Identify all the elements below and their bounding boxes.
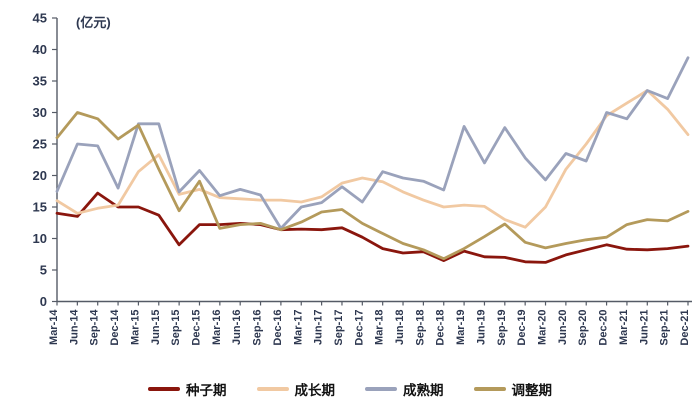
y-tick-label: 20: [33, 168, 47, 183]
legend-swatch: [473, 387, 506, 391]
legend-label: 种子期: [186, 383, 227, 398]
x-tick-label: Sep-14: [89, 309, 101, 346]
x-tick-label: Sep-16: [252, 310, 264, 346]
unit-label: (亿元): [76, 15, 111, 30]
x-tick-label: Sep-15: [170, 310, 182, 346]
x-tick-label: Sep-17: [333, 310, 345, 346]
x-tick-label: Dec-20: [598, 310, 610, 346]
x-tick-label: Jun-15: [150, 310, 162, 345]
x-tick-label: Mar-16: [211, 310, 223, 345]
y-tick-label: 30: [33, 105, 47, 120]
legend-label: 调整期: [511, 383, 553, 398]
x-tick-label: Dec-16: [272, 310, 284, 346]
x-tick-label: Dec-17: [353, 310, 365, 346]
y-tick-label: 15: [33, 200, 47, 215]
series-line-种子期: [55, 191, 690, 264]
x-tick-label: Jun-16: [231, 310, 243, 345]
legend-swatch: [256, 387, 289, 391]
x-tick-label: Dec-18: [435, 310, 447, 346]
y-tick-label: 25: [33, 137, 47, 152]
y-tick-label: 40: [33, 42, 47, 57]
x-axis: Mar-14 Jun-14 Sep-14 Dec-14 Mar-15 Jun-15 Sep-…: [48, 300, 692, 346]
legend-label: 成熟期: [403, 383, 444, 398]
series-lines: [55, 56, 690, 264]
y-tick-label: 5: [40, 263, 47, 278]
x-tick-label: Dec-15: [190, 310, 202, 346]
x-tick-label: Mar-14: [48, 309, 60, 345]
x-tick-label: Jun-20: [557, 310, 569, 345]
x-tick-label: Jun-14: [68, 309, 80, 345]
x-tick-label: Sep-21: [659, 310, 671, 346]
x-tick-label: Mar-20: [537, 310, 549, 345]
x-tick-label: Jun-19: [475, 310, 487, 345]
legend-label: 成长期: [294, 383, 336, 398]
series-line-调整期: [55, 111, 690, 261]
x-tick-label: Mar-19: [455, 310, 467, 345]
x-tick-label: Jun-21: [638, 310, 650, 345]
x-tick-label: Mar-18: [374, 310, 386, 345]
x-tick-label: Jun-17: [313, 310, 325, 345]
y-tick-label: 35: [33, 74, 47, 89]
legend-item-种子期: 种子期: [148, 379, 227, 399]
x-tick-label: Sep-18: [414, 310, 426, 346]
x-tick-label: Sep-19: [496, 310, 508, 346]
legend-item-调整期: 调整期: [473, 379, 553, 399]
legend-item-成熟期: 成熟期: [365, 379, 444, 399]
y-tick-label: 10: [33, 231, 47, 246]
legend: 种子期 成长期 成熟期 调整期: [0, 379, 700, 399]
legend-swatch: [365, 387, 397, 391]
x-tick-label: Dec-19: [516, 310, 528, 346]
x-tick-label: Mar-17: [292, 310, 304, 345]
plot-area: (亿元) 0 5 10 15 20 25 30 35 40 45 Mar-14 Jun-14 Sep-…: [33, 11, 692, 346]
y-tick-label: 45: [33, 11, 47, 26]
x-tick-label: Mar-21: [618, 310, 630, 345]
legend-swatch: [148, 387, 180, 391]
x-tick-label: Dec-21: [679, 310, 691, 346]
series-line-成熟期: [55, 56, 690, 230]
series-line-成长期: [55, 89, 690, 229]
y-tick-label: 0: [40, 294, 47, 309]
y-axis: 0 5 10 15 20 25 30 35 40 45: [33, 11, 58, 309]
x-tick-label: Dec-14: [109, 309, 121, 346]
legend-item-成长期: 成长期: [256, 379, 336, 399]
x-tick-label: Sep-20: [577, 310, 589, 346]
x-tick-label: Jun-18: [394, 310, 406, 345]
x-tick-label: Mar-15: [129, 310, 141, 345]
